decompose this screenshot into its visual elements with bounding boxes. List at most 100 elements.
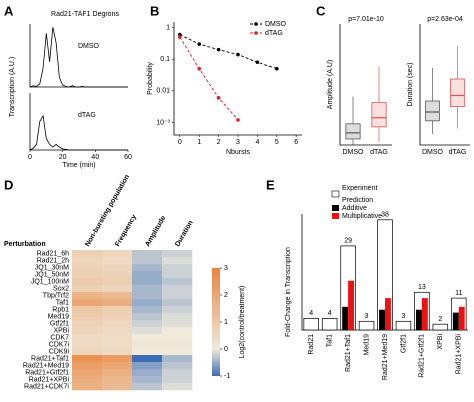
heatmap-cell xyxy=(162,313,193,321)
x-tick-label: 4 xyxy=(255,139,259,146)
heatmap-cell xyxy=(72,334,103,342)
annotation: p=7.01e-10 xyxy=(348,16,384,23)
heatmap-cell xyxy=(162,299,193,307)
point xyxy=(236,52,240,57)
panel-letter: D xyxy=(4,177,13,192)
x-axis-label: Time (min) xyxy=(62,162,95,169)
x-tick-label: Taf1 xyxy=(327,334,334,347)
x-tick-label: 2 xyxy=(217,139,221,146)
heatmap-cell xyxy=(102,355,133,363)
heatmap-cell xyxy=(72,320,103,328)
heatmap-cell xyxy=(132,348,163,356)
x-tick-label: dTAG xyxy=(449,149,467,156)
y-axis-label: Duration (sec) xyxy=(407,63,414,107)
point xyxy=(178,35,182,39)
heatmap-cell xyxy=(102,362,133,370)
heatmap-cell xyxy=(102,306,133,314)
data-label: 13 xyxy=(418,284,426,291)
x-axis-label: Nbursts xyxy=(226,149,251,156)
legend-marker xyxy=(254,31,258,35)
x-tick-label: XPBi xyxy=(437,334,444,350)
column-label: Amplitude xyxy=(144,215,167,248)
x-tick-label: 60 xyxy=(124,154,132,161)
x-tick-label: 1 xyxy=(197,139,201,146)
heatmap-cell xyxy=(162,341,193,349)
x-tick-label: DMSO xyxy=(422,149,444,156)
heatmap-cell xyxy=(72,341,103,349)
point xyxy=(216,96,221,100)
bar xyxy=(395,320,412,331)
axis-line xyxy=(301,214,468,331)
legend-marker xyxy=(254,22,258,26)
x-tick-label: Gtf2f1 xyxy=(400,334,407,353)
heatmap-cell xyxy=(102,292,133,300)
row-label: CDK7 xyxy=(50,334,69,341)
heatmap-cell xyxy=(102,369,133,377)
point xyxy=(197,42,202,46)
heatmap-cell xyxy=(102,313,133,321)
y-tick-label: 10⁻³ xyxy=(156,119,170,126)
row-label: Taf1 xyxy=(56,299,69,306)
heatmap-cell xyxy=(132,341,163,349)
series-label: DMSO xyxy=(78,43,100,50)
heatmap-cell xyxy=(102,257,133,265)
heatmap-cell xyxy=(72,348,103,356)
heatmap-cell xyxy=(72,299,103,307)
row-label: JQ1_100nM xyxy=(31,278,69,285)
legend-heading: Prediction xyxy=(342,197,373,204)
data-label: 3 xyxy=(401,313,405,320)
data-label: 4 xyxy=(309,310,313,317)
heatmap-cell xyxy=(102,278,133,286)
colorbar-tick-label: 0 xyxy=(224,346,228,353)
data-label: 4 xyxy=(328,310,332,317)
row-label: Rad21+Med19 xyxy=(23,362,69,369)
y-axis-label: Amplitude (A.U) xyxy=(327,60,334,109)
heatmap-cell xyxy=(162,334,193,342)
x-tick-label: 40 xyxy=(91,154,99,161)
point xyxy=(236,118,240,122)
heatmap-cell xyxy=(132,264,163,272)
heatmap-cell xyxy=(72,369,103,377)
x-tick-label: 0 xyxy=(178,139,182,146)
colorbar xyxy=(212,268,220,376)
heatmap-cell xyxy=(162,292,193,300)
row-label: CDK9i xyxy=(49,348,70,355)
heatmap-cell xyxy=(72,383,103,391)
heatmap-cell xyxy=(72,355,103,363)
heatmap-cell xyxy=(102,334,133,342)
heatmap-cell xyxy=(132,306,163,314)
y-axis-label: Fold-Change in Transcription xyxy=(285,247,292,337)
heatmap-cell xyxy=(132,355,163,363)
row-label: Rad21_6h xyxy=(37,250,69,257)
heatmap-cell xyxy=(72,362,103,370)
bar xyxy=(348,280,355,330)
heatmap-cell xyxy=(132,313,163,321)
x-tick-label: 5 xyxy=(275,139,279,146)
y-axis-label: Probability xyxy=(147,62,154,95)
panel-letter: C xyxy=(316,3,326,18)
panel-letter: B xyxy=(150,3,159,18)
row-label: Gtf2f1 xyxy=(50,320,69,327)
heatmap-cell xyxy=(102,376,133,384)
annotation: p=2.63e-04 xyxy=(427,16,463,23)
point xyxy=(178,32,182,37)
bar xyxy=(321,318,338,331)
bar xyxy=(458,306,465,330)
legend-swatch xyxy=(332,205,339,211)
axis-line xyxy=(419,24,470,146)
x-tick-label: 0 xyxy=(28,154,32,161)
heatmap-cell xyxy=(162,362,193,370)
series-label: dTAG xyxy=(78,112,96,119)
x-tick-label: DMSO xyxy=(343,149,365,156)
heatmap-cell xyxy=(132,369,163,377)
heatmap-cell xyxy=(102,299,133,307)
data-label: 11 xyxy=(455,290,462,297)
legend-swatch xyxy=(331,190,340,198)
axis-line xyxy=(29,24,128,88)
heatmap-cell xyxy=(162,285,193,293)
trace-line xyxy=(29,114,128,151)
row-label: Tbp/Trf2 xyxy=(43,292,69,299)
legend-label: Additive xyxy=(342,205,367,212)
colorbar-label: Log2(control/treatment) xyxy=(239,286,246,359)
x-tick-label: 6 xyxy=(294,139,298,146)
